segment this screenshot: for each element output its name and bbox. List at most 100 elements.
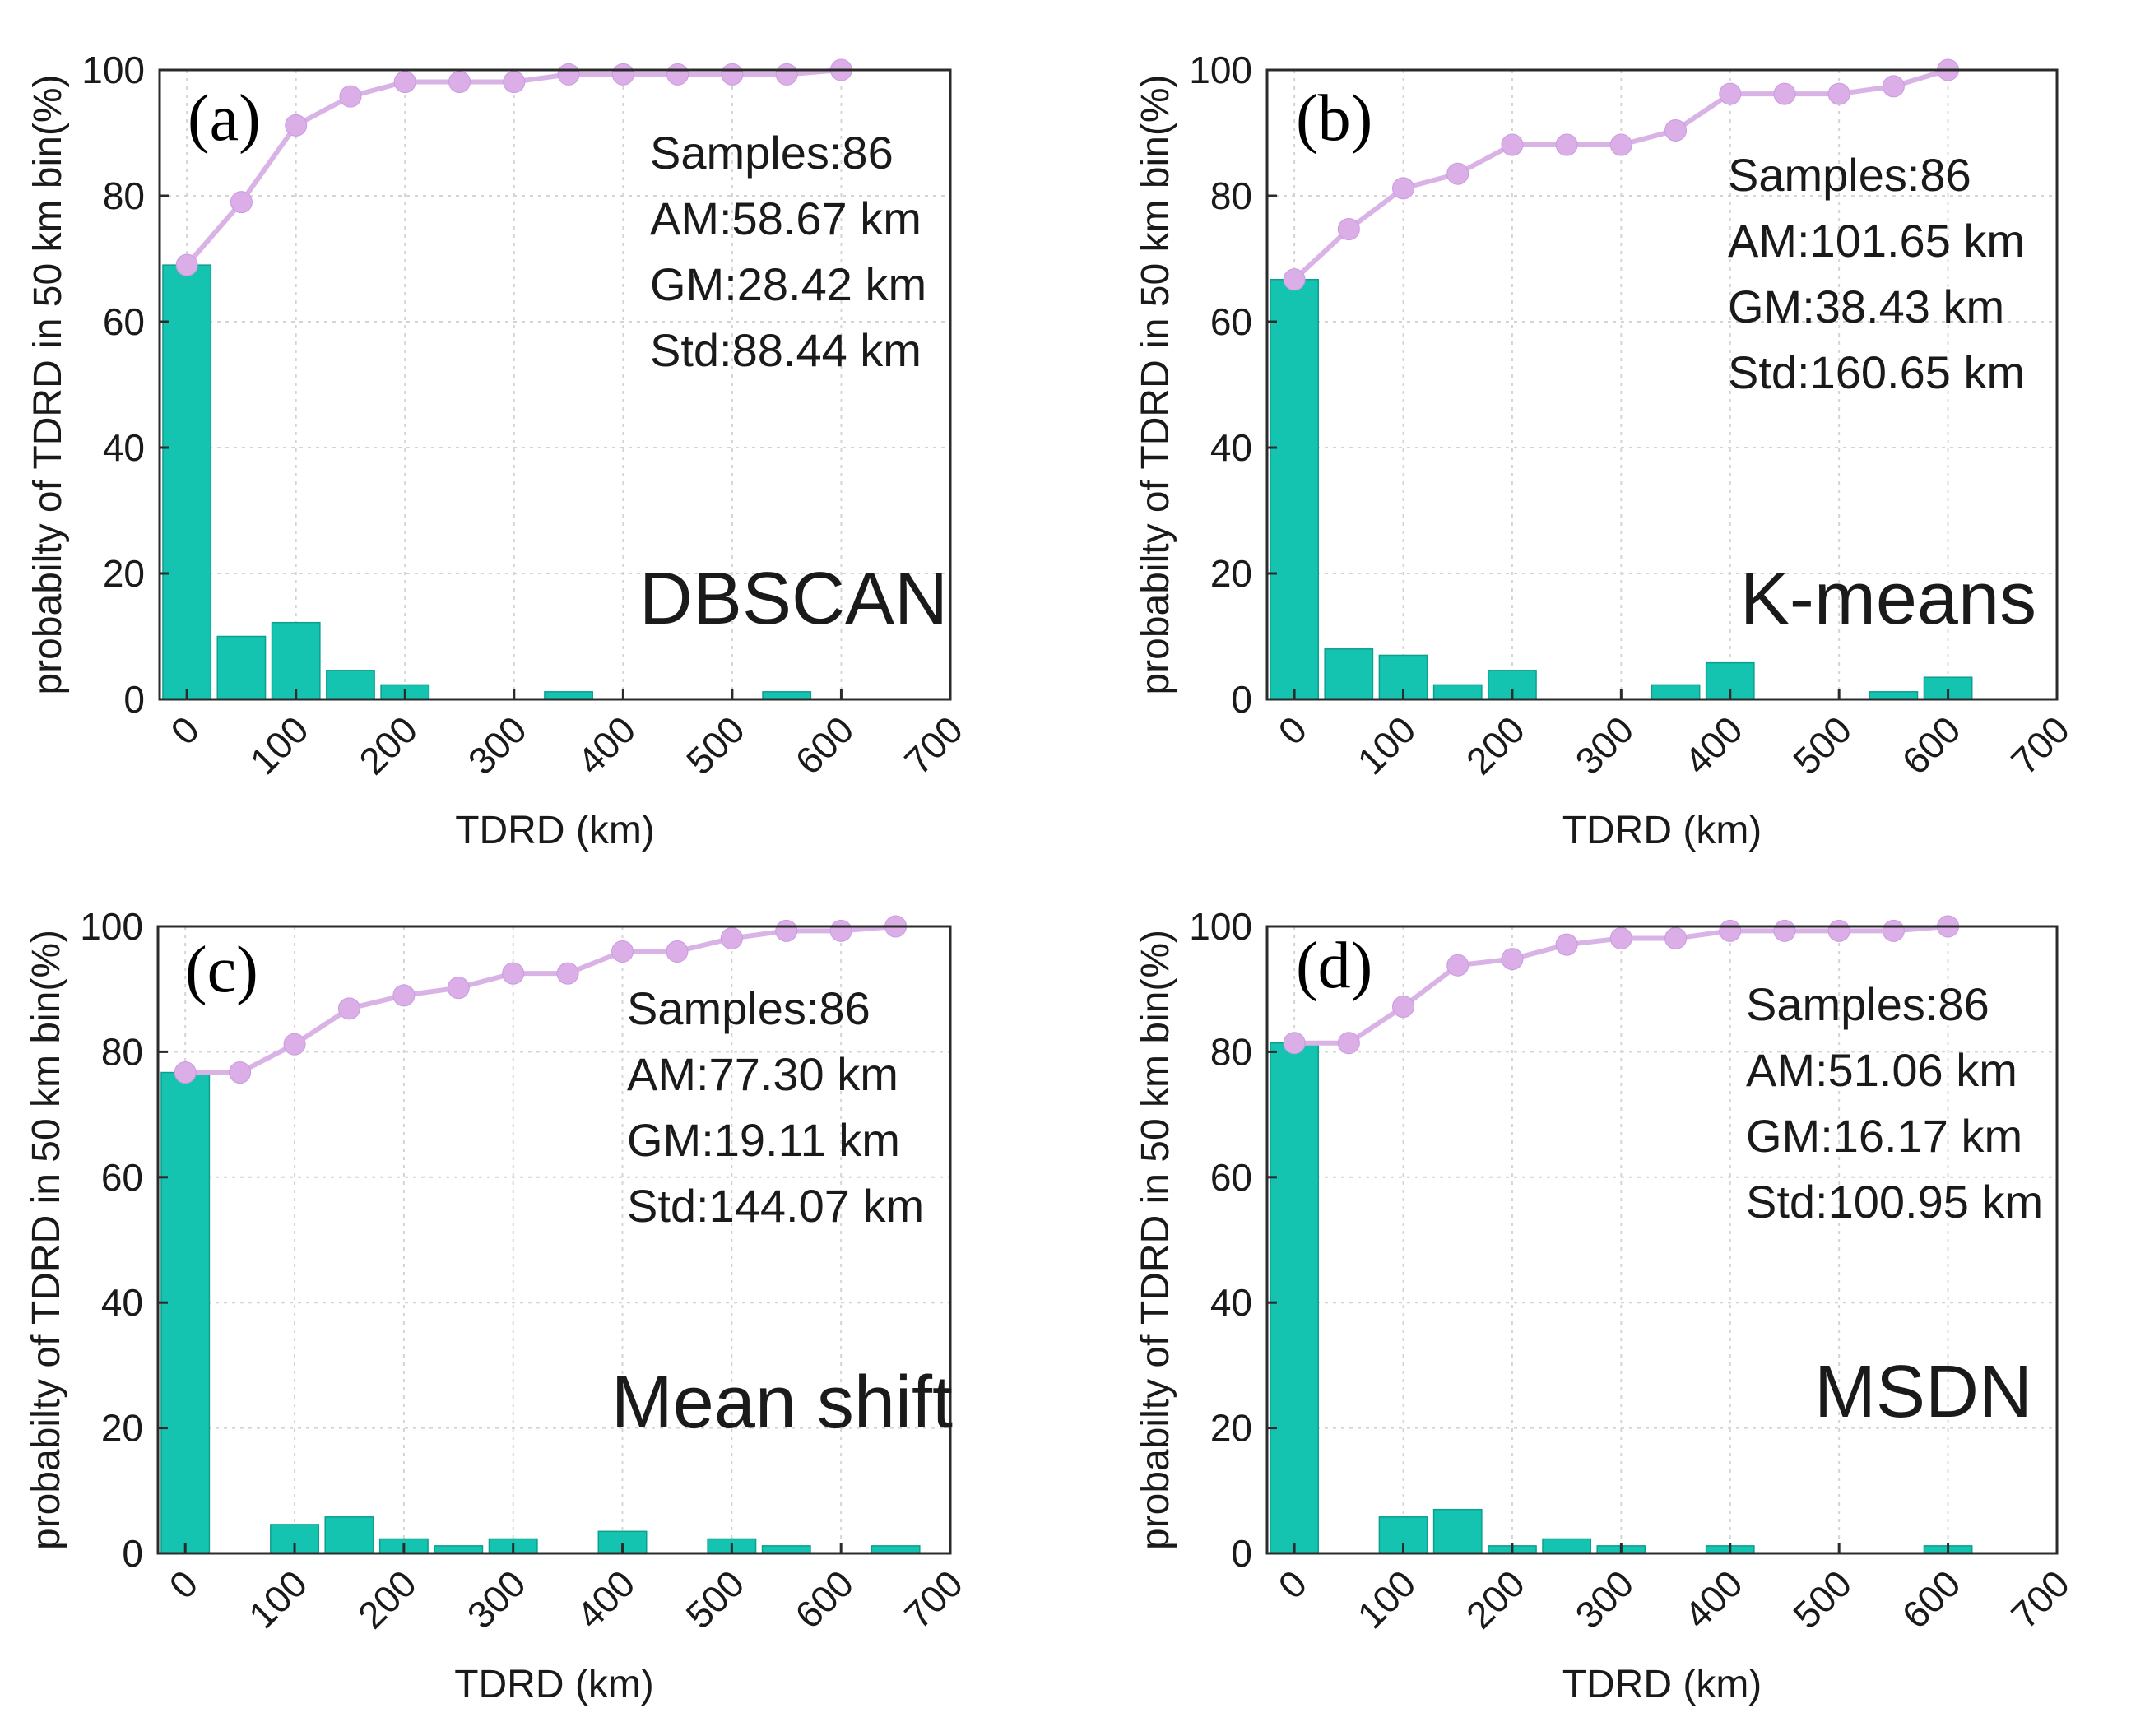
cumulative-point [448,71,471,94]
stat-line: AM:58.67 km [650,193,922,244]
stat-line: Std:160.65 km [1728,346,2025,398]
cumulative-point [393,71,416,94]
panel-label: (c) [185,934,258,1006]
y-axis-label: probabilty of TDRD in 50 km bin(%) [25,930,68,1550]
cumulative-point [502,962,525,985]
cumulative-point [1392,177,1415,200]
bar [1432,1508,1483,1554]
y-tick-label: 60 [1210,300,1252,343]
x-tick-label: 0 [1270,708,1315,753]
axes-frame [1265,68,2059,701]
x-axis-label: TDRD (km) [1562,809,1762,852]
cumulative-point [1827,919,1850,942]
chart-panel-a: 0 20 40 60 80 100 0 100 200 300 400 500 600 700 TDRD (… [26,49,971,852]
cumulative-point [1446,954,1469,977]
cumulative-point [666,63,689,86]
cumulative-point [285,114,308,137]
stat-line: GM:16.17 km [1746,1110,2022,1162]
x-tick-label: 500 [677,1562,752,1636]
x-tick-label: 700 [896,708,971,782]
y-tick-label: 20 [103,552,145,595]
stat-line: Std:144.07 km [627,1180,924,1232]
cumulative-point [1773,82,1796,105]
cumulative-point [721,63,744,86]
x-axis-label: TDRD (km) [454,1663,654,1706]
bar [1270,278,1319,700]
cumulative-point [1827,82,1850,105]
x-tick-label: 700 [2003,708,2078,782]
bar [160,1071,211,1554]
y-tick-label: 100 [80,905,143,948]
method-label: Mean shift [611,1362,953,1444]
y-tick-label: 80 [1210,1030,1252,1073]
plot-area [160,70,950,699]
chart-panel-c: 0 20 40 60 80 100 0 100 200 300 400 500 600 700 TDRD (… [25,905,971,1706]
cumulative-point [1555,933,1578,956]
panel-label: (b) [1296,82,1372,155]
bar [1324,648,1374,700]
stat-line: Std:88.44 km [650,324,922,376]
bar [271,621,321,700]
bar [1432,684,1483,700]
x-tick-label: 600 [787,708,861,782]
y-tick-label: 80 [1210,174,1252,217]
stat-line: GM:28.42 km [650,258,926,310]
plot-area [158,926,950,1553]
y-tick-label: 20 [1210,1407,1252,1450]
stat-line: AM:101.65 km [1728,215,2025,267]
chart-panel-b: 0 20 40 60 80 100 0 100 200 300 400 500 600 700 TDRD (… [1134,49,2078,852]
x-tick-label: 400 [569,708,643,782]
cumulative-point [337,997,360,1020]
x-tick-label: 300 [1567,708,1641,782]
stat-line: Std:100.95 km [1746,1176,2043,1228]
cumulative-point [1719,919,1742,942]
method-label: DBSCAN [639,558,948,640]
cumulative-point [1446,162,1469,185]
x-tick-label: 600 [1894,708,1969,782]
axes-frame [158,68,952,701]
cumulative-point [1609,133,1632,156]
y-tick-label: 0 [1231,678,1252,721]
cumulative-point [339,85,362,108]
y-tick-label: 80 [103,174,145,217]
y-tick-label: 80 [101,1030,143,1073]
cumulative-point [1773,919,1796,942]
cumulative-point [556,962,579,985]
panel-label: (a) [188,82,261,155]
x-tick-label: 300 [460,708,535,782]
cumulative-point [1882,919,1905,942]
y-tick-label: 0 [122,1532,143,1575]
plot-area [1267,926,2057,1553]
cumulative-point [1337,218,1360,241]
method-label: K-means [1740,558,2036,640]
bar [1270,1042,1319,1554]
x-tick-label: 400 [1676,1562,1751,1636]
axes-frame [156,925,952,1555]
x-tick-label: 700 [2003,1562,2078,1636]
y-tick-label: 40 [1210,1281,1252,1324]
x-tick-label: 0 [160,1562,206,1607]
cumulative-point [503,71,526,94]
x-tick-label: 400 [1676,708,1751,782]
plot-area [1267,70,2057,699]
x-tick-label: 100 [1349,1562,1424,1636]
x-tick-label: 200 [351,708,425,782]
cumulative-point [1882,75,1905,98]
x-axis-label: TDRD (km) [1562,1663,1762,1706]
y-tick-label: 100 [81,49,145,91]
cumulative-point [1664,926,1688,949]
cumulative-point [175,253,198,276]
stat-line: AM:77.30 km [627,1048,898,1100]
y-tick-label: 20 [101,1407,143,1450]
stat-line: Samples:86 [650,127,894,179]
cumulative-point [829,919,852,942]
stat-line: Samples:86 [627,982,871,1034]
y-axis-label: probabilty of TDRD in 50 km bin(%) [1134,930,1177,1550]
bar [162,264,212,700]
cumulative-point [611,63,634,86]
x-tick-label: 200 [1458,1562,1533,1636]
stat-line: AM:51.06 km [1746,1044,2017,1096]
x-tick-label: 300 [1567,1562,1641,1636]
cumulative-point [1719,82,1742,105]
